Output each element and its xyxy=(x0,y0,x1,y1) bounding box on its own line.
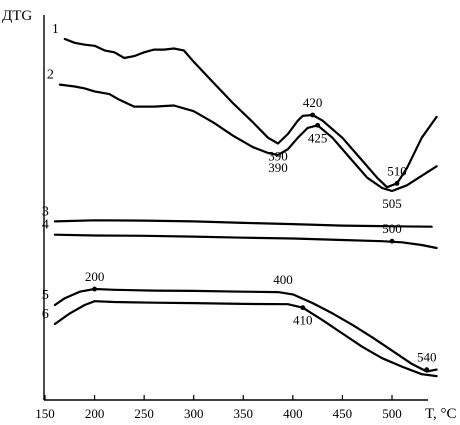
peak-label: 510 xyxy=(387,163,407,178)
peak-label: 420 xyxy=(303,95,323,110)
annotations: 420 390 425 390 510 505 500 200 400 410 540 xyxy=(85,95,437,372)
peak-label: 540 xyxy=(417,350,437,365)
peak-marker xyxy=(389,238,395,244)
curves: 1 2 34 5 6 xyxy=(42,22,438,378)
peak-label: 400 xyxy=(273,272,293,287)
peak-marker xyxy=(424,367,430,372)
x-tick-label: 500 xyxy=(382,406,402,421)
peak-marker xyxy=(315,122,321,128)
peak-marker xyxy=(310,112,316,118)
curve-label-4: 4 xyxy=(42,218,49,233)
x-tick-label: 350 xyxy=(234,406,254,421)
peak-marker xyxy=(394,181,400,186)
curve-2 xyxy=(58,83,438,193)
x-tick-label: 200 xyxy=(85,406,105,421)
peak-marker xyxy=(300,305,306,311)
curve-label-2: 2 xyxy=(47,68,54,83)
curve-label-6: 6 xyxy=(42,307,49,322)
x-tick-label: 150 xyxy=(35,406,55,421)
curve-4 xyxy=(53,233,438,250)
peak-label: 505 xyxy=(382,196,402,211)
x-axis-label: T, °C xyxy=(425,406,457,422)
curve-label-1: 1 xyxy=(52,22,59,37)
curve-label-5: 5 xyxy=(42,288,49,303)
peak-label: 390 xyxy=(268,160,288,175)
curve-5 xyxy=(53,287,438,373)
x-tick-label: 250 xyxy=(134,406,154,421)
peak-label: 390 xyxy=(268,149,288,164)
curve-1 xyxy=(63,37,438,189)
x-axis-ticks: 150 200 250 300 350 400 450 500 xyxy=(35,395,402,421)
curve-label-3: 3 xyxy=(42,204,49,219)
peak-label: 410 xyxy=(293,313,313,328)
peak-label: 500 xyxy=(382,221,402,236)
axes xyxy=(43,15,428,401)
x-tick-label: 300 xyxy=(184,406,204,421)
y-axis-label: ДТG xyxy=(2,8,32,24)
curve-3 xyxy=(53,219,433,228)
curve-6 xyxy=(53,300,438,378)
peak-label: 425 xyxy=(308,130,328,145)
peak-marker xyxy=(92,286,97,292)
peak-label: 200 xyxy=(85,269,105,284)
x-tick-label: 450 xyxy=(333,406,353,421)
x-tick-label: 400 xyxy=(283,406,303,421)
